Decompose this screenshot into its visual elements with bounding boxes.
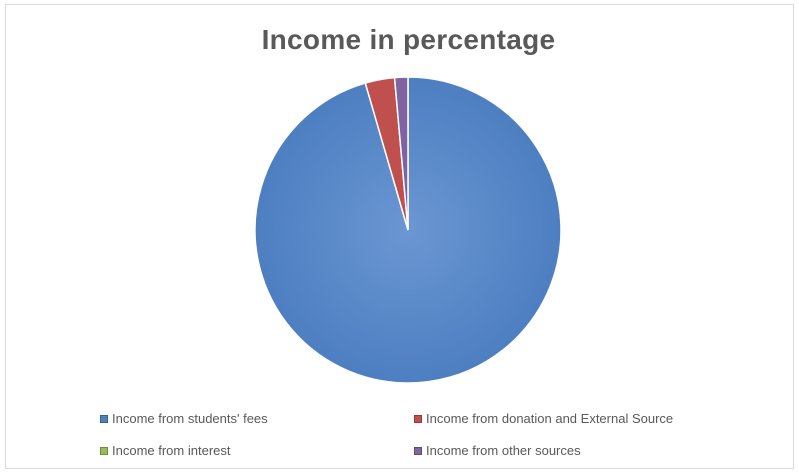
pie-chart: [0, 0, 799, 474]
